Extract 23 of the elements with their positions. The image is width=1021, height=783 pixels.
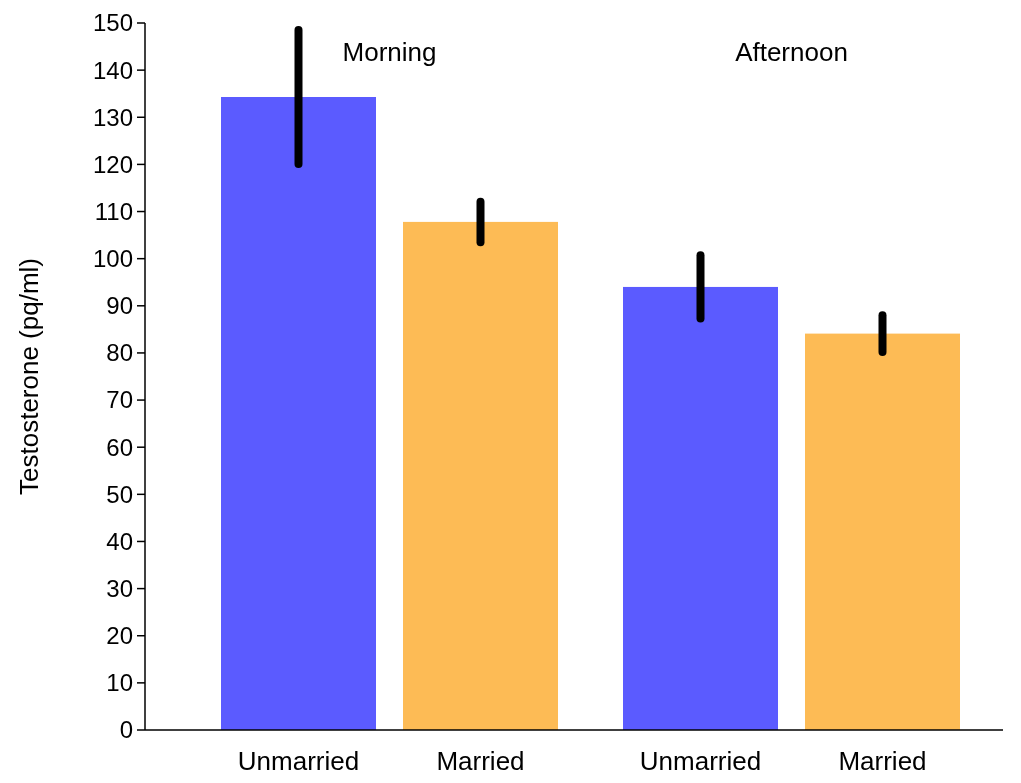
y-tick-label: 60: [106, 433, 133, 461]
y-tick-label: 20: [106, 622, 133, 650]
y-tick-label: 0: [119, 716, 133, 744]
y-tick-label: 90: [106, 292, 133, 320]
y-tick-label: 110: [94, 197, 133, 225]
annotation: Morning: [342, 37, 437, 67]
y-tick-label: 120: [92, 150, 133, 178]
y-tick-label: 70: [106, 386, 133, 414]
y-tick-label: 150: [92, 9, 133, 37]
y-tick-label: 140: [92, 56, 133, 84]
x-tick-label: Married: [436, 746, 525, 776]
x-tick-label: Unmarried: [237, 746, 360, 776]
y-tick-label: 130: [92, 103, 133, 131]
y-axis-title: Testosterone (pq/ml): [14, 258, 44, 495]
x-tick-label: Married: [838, 746, 927, 776]
y-tick-label: 40: [106, 527, 133, 555]
y-tick-label: 30: [106, 575, 133, 602]
y-tick-label: 10: [106, 669, 133, 697]
annotation: Afternoon: [735, 37, 848, 67]
x-tick-label: Unmarried: [639, 746, 762, 776]
y-tick-label: 100: [92, 245, 133, 273]
y-tick-label: 80: [106, 339, 133, 367]
y-tick-label: 50: [106, 480, 133, 508]
